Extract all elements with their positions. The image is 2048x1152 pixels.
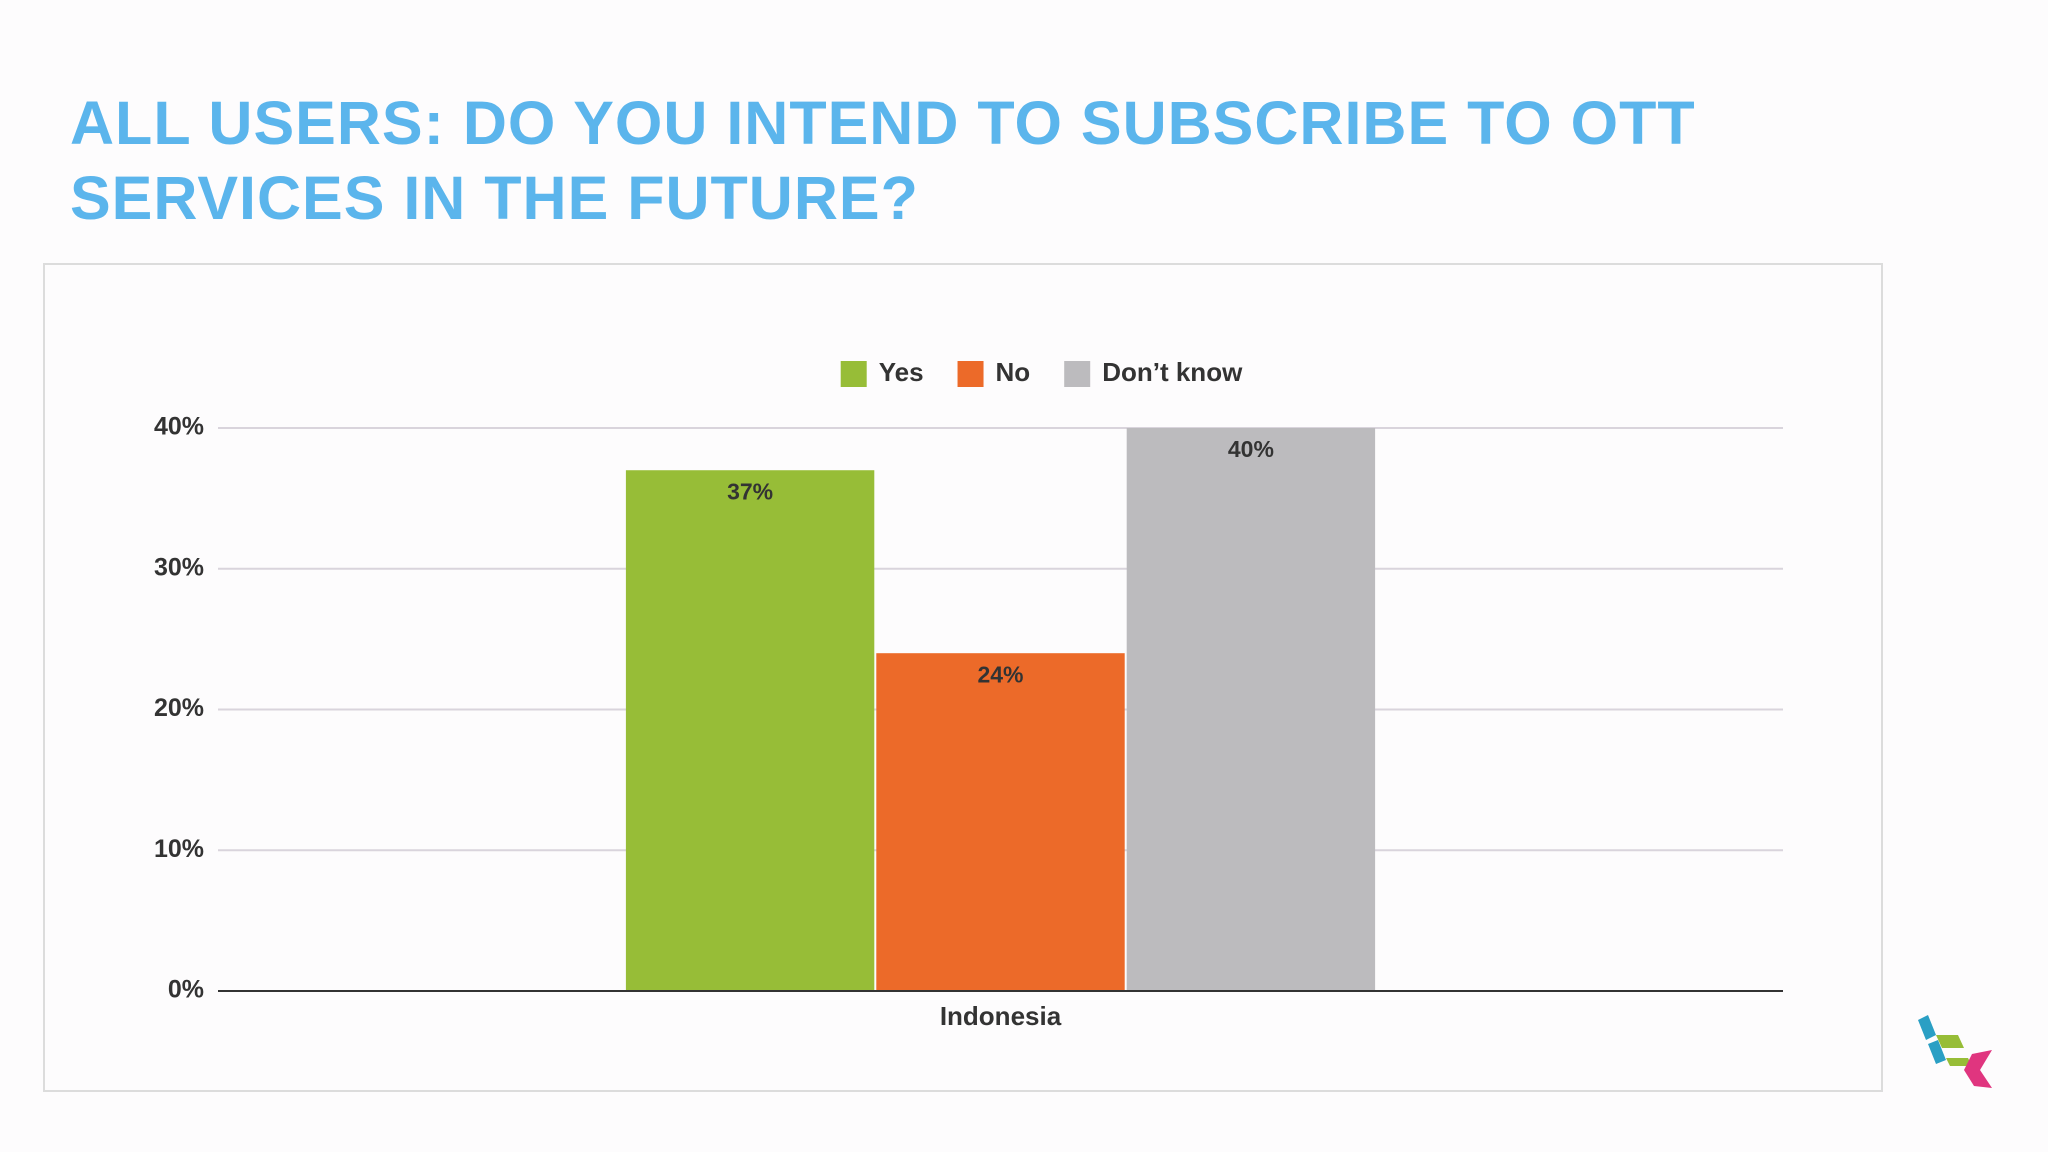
logo-shape: [1936, 1035, 1964, 1048]
data-label: 37%: [727, 478, 773, 504]
legend-swatch: [957, 361, 984, 387]
data-label: 24%: [977, 661, 1023, 687]
logo: [1918, 1015, 1992, 1088]
y-tick-label: 40%: [154, 413, 204, 441]
legend-label: No: [996, 357, 1031, 387]
logo-shape: [1946, 1058, 1972, 1066]
y-tick-label: 10%: [154, 835, 204, 863]
y-tick-label: 0%: [168, 976, 204, 1004]
data-label: 40%: [1228, 436, 1274, 462]
y-tick-label: 30%: [154, 553, 204, 581]
x-tick-label: Indonesia: [940, 1001, 1062, 1031]
legend-swatch: [840, 361, 867, 387]
bar: [1126, 428, 1376, 991]
bar: [625, 470, 875, 992]
logo-shape: [1918, 1015, 1936, 1040]
legend-swatch: [1064, 361, 1091, 387]
chart-title: ALL USERS: DO YOU INTEND TO SUBSCRIBE TO…: [70, 89, 1696, 232]
legend-label: Don’t know: [1102, 357, 1243, 387]
legend-label: Yes: [879, 357, 924, 387]
logo-shape: [1964, 1050, 1992, 1088]
bar: [876, 653, 1125, 991]
logo-shape: [1928, 1040, 1946, 1064]
y-tick-label: 20%: [154, 694, 204, 722]
